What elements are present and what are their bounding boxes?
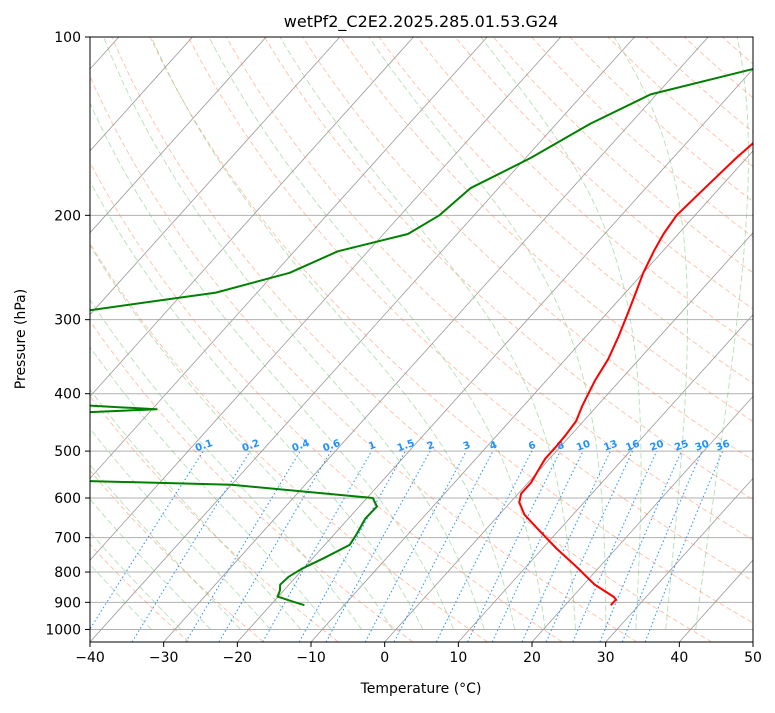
x-axis-label: Temperature (°C)	[360, 681, 482, 697]
y-tick-label: 700	[54, 531, 81, 547]
y-tick-label: 800	[54, 565, 81, 581]
y-tick-label: 200	[54, 208, 81, 224]
x-tick-label: −40	[75, 650, 105, 666]
y-tick-label: 300	[54, 313, 81, 329]
x-tick-label: 20	[523, 650, 541, 666]
x-tick-label: 10	[449, 650, 467, 666]
x-tick-label: 0	[380, 650, 389, 666]
x-tick-label: 50	[744, 650, 762, 666]
y-tick-label: 400	[54, 387, 81, 403]
y-tick-label: 600	[54, 491, 81, 507]
x-tick-label: 40	[670, 650, 688, 666]
x-tick-label: −30	[149, 650, 179, 666]
y-tick-label: 100	[54, 30, 81, 46]
y-axis-label: Pressure (hPa)	[13, 289, 29, 389]
y-tick-label: 900	[54, 595, 81, 611]
x-tick-label: 30	[597, 650, 615, 666]
chart-title: wetPf2_C2E2.2025.285.01.53.G24	[284, 12, 558, 32]
y-tick-label: 500	[54, 444, 81, 460]
x-tick-label: −10	[296, 650, 326, 666]
x-tick-label: −20	[223, 650, 253, 666]
y-tick-label: 1000	[45, 622, 81, 638]
